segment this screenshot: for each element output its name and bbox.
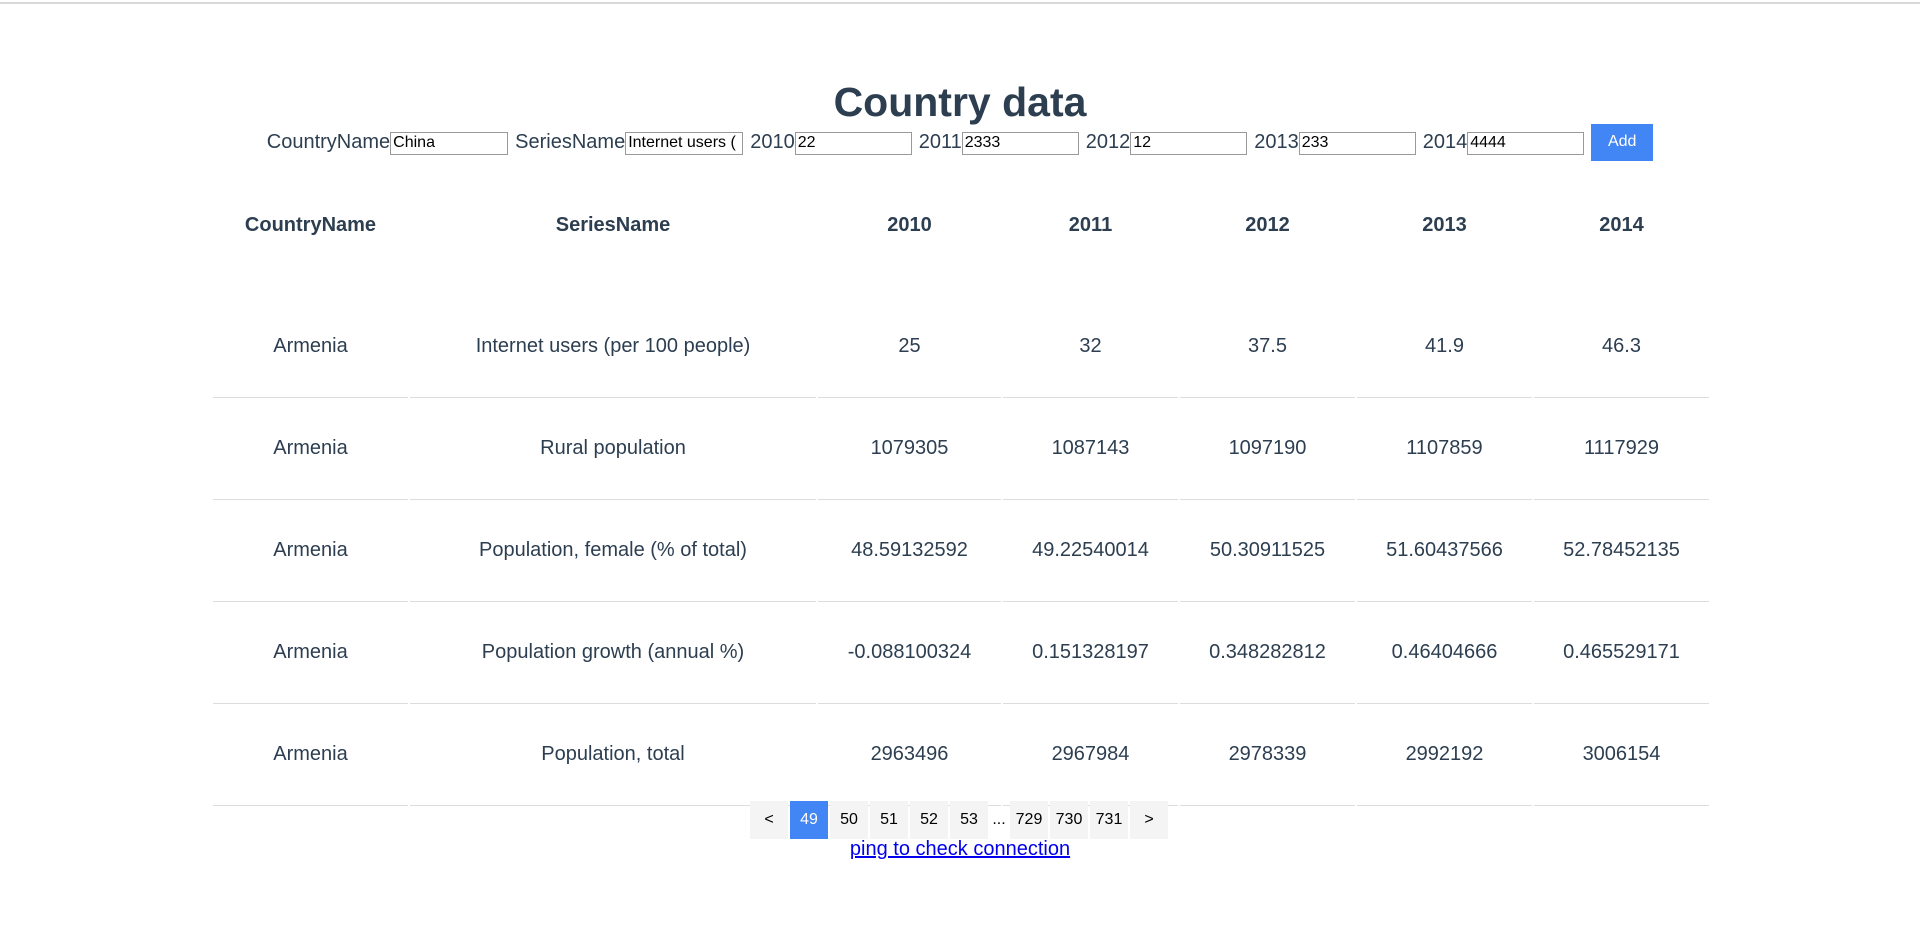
page-next-button[interactable]: > [1130, 801, 1168, 839]
cell-2010: 48.59132592 [818, 500, 1001, 602]
top-border [0, 2, 1920, 4]
cell-2014: 52.78452135 [1534, 500, 1709, 602]
year-2013-label: 2013 [1254, 130, 1299, 153]
cell-2014: 0.465529171 [1534, 602, 1709, 704]
page-button-50[interactable]: 50 [830, 801, 868, 839]
series-label: SeriesName [515, 130, 626, 153]
cell-2011: 49.22540014 [1003, 500, 1178, 602]
pagination: < 49 50 51 52 53 ... 729 730 731 > [211, 801, 1709, 839]
year-2010-field: 2010 [750, 130, 912, 155]
cell-2013: 2992192 [1357, 704, 1532, 806]
year-2010-label: 2010 [750, 130, 795, 153]
cell-2014: 1117929 [1534, 398, 1709, 500]
table-row: Armenia Population, female (% of total) … [213, 500, 1709, 602]
year-2014-field: 2014 [1423, 130, 1585, 155]
cell-country: Armenia [213, 296, 408, 398]
cell-2010: 25 [818, 296, 1001, 398]
cell-2011: 0.151328197 [1003, 602, 1178, 704]
cell-2012: 0.348282812 [1180, 602, 1355, 704]
cell-2014: 3006154 [1534, 704, 1709, 806]
year-2014-input[interactable] [1467, 131, 1585, 155]
year-2012-field: 2012 [1086, 130, 1248, 155]
add-button[interactable]: Add [1591, 123, 1654, 161]
table-row: Armenia Population growth (annual %) -0.… [213, 602, 1709, 704]
page-prev-button[interactable]: < [750, 801, 788, 839]
col-header-2014[interactable]: 2014 [1599, 213, 1644, 236]
page-button-52[interactable]: 52 [910, 801, 948, 839]
cell-series: Population growth (annual %) [410, 602, 816, 704]
ping-container: ping to check connection [211, 838, 1709, 861]
page-title: Country data [833, 79, 1087, 125]
col-header-2011[interactable]: 2011 [1068, 213, 1113, 236]
page-button-730[interactable]: 730 [1050, 801, 1088, 839]
country-input[interactable] [390, 131, 509, 155]
add-row-form: CountryName SeriesName 2010 2011 2012 20… [211, 123, 1709, 161]
year-2013-field: 2013 [1254, 130, 1416, 155]
cell-2012: 37.5 [1180, 296, 1355, 398]
cell-country: Armenia [213, 398, 408, 500]
cell-2012: 50.30911525 [1180, 500, 1355, 602]
page-button-49[interactable]: 49 [790, 801, 828, 839]
cell-series: Population, female (% of total) [410, 500, 816, 602]
year-2011-input[interactable] [961, 131, 1079, 155]
col-header-seriesname[interactable]: SeriesName [555, 213, 671, 236]
cell-country: Armenia [213, 704, 408, 806]
table-header-row: CountryName SeriesName 2010 2011 2012 20… [213, 176, 1709, 296]
cell-country: Armenia [213, 602, 408, 704]
page-button-731[interactable]: 731 [1090, 801, 1128, 839]
country-label: CountryName [266, 130, 391, 153]
col-header-2012[interactable]: 2012 [1245, 213, 1290, 236]
col-header-countryname[interactable]: CountryName [244, 213, 377, 236]
page-button-729[interactable]: 729 [1010, 801, 1048, 839]
cell-2013: 1107859 [1357, 398, 1532, 500]
cell-2010: 1079305 [818, 398, 1001, 500]
cell-series: Internet users (per 100 people) [410, 296, 816, 398]
country-field: CountryName [266, 130, 509, 155]
cell-2011: 32 [1003, 296, 1178, 398]
col-header-2010[interactable]: 2010 [887, 213, 932, 236]
cell-2011: 1087143 [1003, 398, 1178, 500]
year-2013-input[interactable] [1298, 131, 1416, 155]
cell-2013: 51.60437566 [1357, 500, 1532, 602]
page-button-51[interactable]: 51 [870, 801, 908, 839]
table-row: Armenia Internet users (per 100 people) … [213, 296, 1709, 398]
series-field: SeriesName [515, 130, 744, 155]
series-input[interactable] [625, 131, 744, 155]
page-ellipsis: ... [992, 811, 1006, 828]
cell-2012: 1097190 [1180, 398, 1355, 500]
table-row: Armenia Rural population 1079305 1087143… [213, 398, 1709, 500]
data-table: CountryName SeriesName 2010 2011 2012 20… [211, 176, 1711, 806]
cell-2013: 0.46404666 [1357, 602, 1532, 704]
cell-2011: 2967984 [1003, 704, 1178, 806]
year-2014-label: 2014 [1422, 130, 1468, 153]
year-2012-input[interactable] [1130, 131, 1248, 155]
cell-2014: 46.3 [1534, 296, 1709, 398]
table-row: Armenia Population, total 2963496 296798… [213, 704, 1709, 806]
cell-2010: 2963496 [818, 704, 1001, 806]
cell-2013: 41.9 [1357, 296, 1532, 398]
page-button-53[interactable]: 53 [950, 801, 988, 839]
cell-country: Armenia [213, 500, 408, 602]
ping-link[interactable]: ping to check connection [849, 838, 1071, 860]
year-2010-input[interactable] [794, 131, 912, 155]
cell-2012: 2978339 [1180, 704, 1355, 806]
year-2011-label: 2011 [918, 130, 962, 153]
year-2011-field: 2011 [919, 130, 1079, 155]
col-header-2013[interactable]: 2013 [1422, 213, 1467, 236]
cell-2010: -0.088100324 [818, 602, 1001, 704]
cell-series: Population, total [410, 704, 816, 806]
cell-series: Rural population [410, 398, 816, 500]
year-2012-label: 2012 [1085, 130, 1131, 153]
